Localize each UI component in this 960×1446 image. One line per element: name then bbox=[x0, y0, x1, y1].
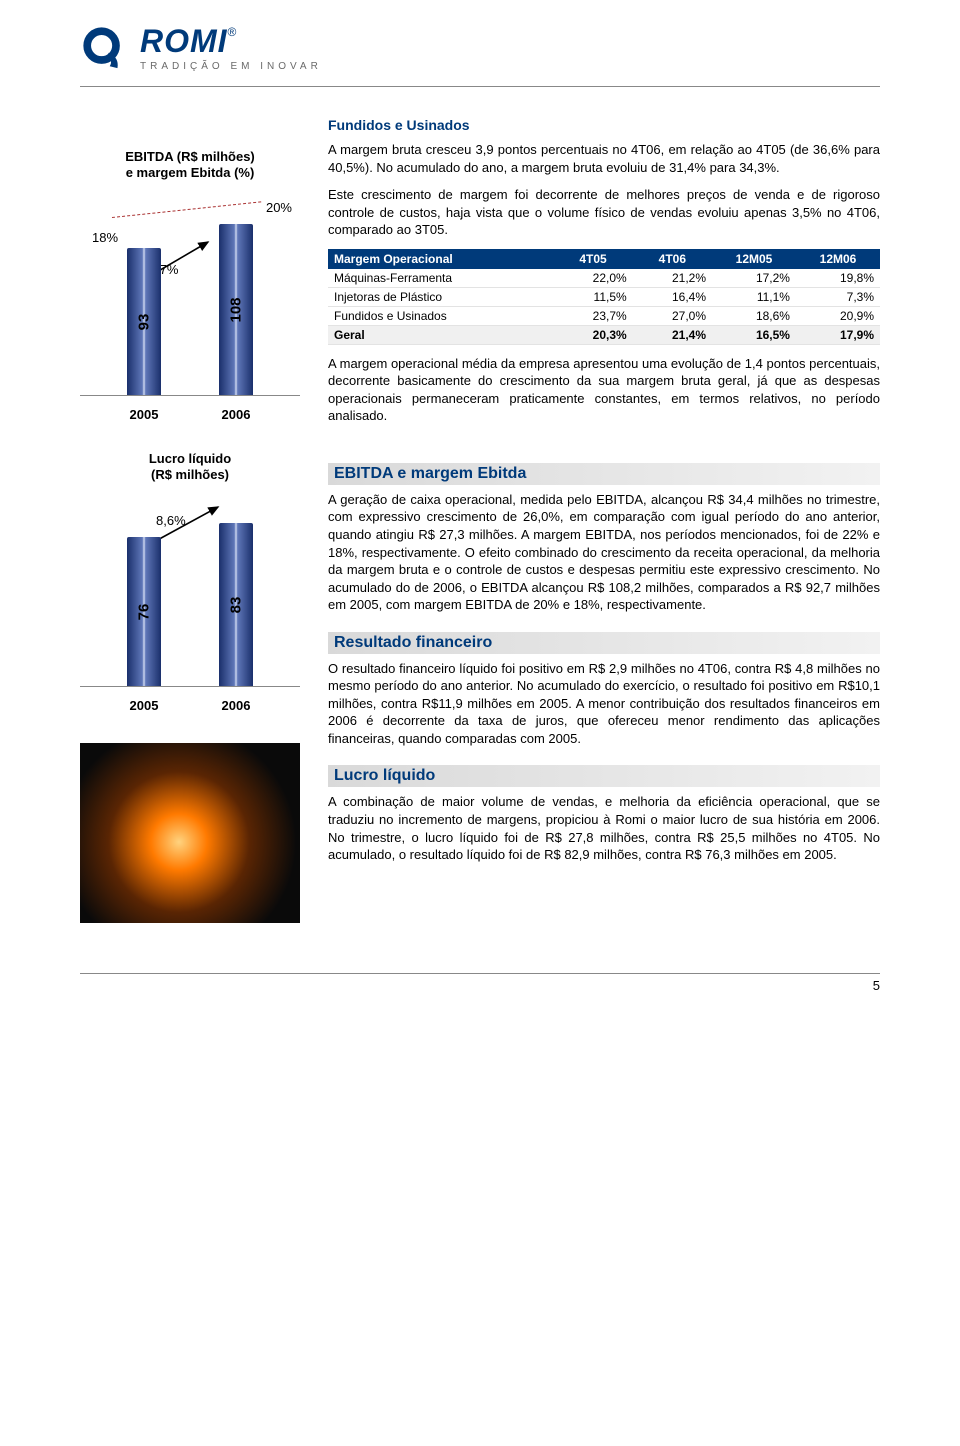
chart1-title-line2: e margem Ebitda (%) bbox=[126, 165, 255, 180]
chart1-bar-2005: 93 bbox=[127, 248, 161, 396]
table-header-cell: 12M06 bbox=[796, 249, 880, 269]
chart2-bar-2005: 76 bbox=[127, 537, 161, 687]
table-row: Injetoras de Plástico11,5%16,4%11,1%7,3% bbox=[328, 287, 880, 306]
table-cell: 18,6% bbox=[712, 306, 796, 325]
table-header-cell: 4T06 bbox=[633, 249, 712, 269]
table-header-cell: 12M05 bbox=[712, 249, 796, 269]
table-cell: Máquinas-Ferramenta bbox=[328, 269, 553, 288]
section2-heading: EBITDA e margem Ebitda bbox=[328, 463, 880, 485]
chart1-bar-2005-value: 93 bbox=[136, 313, 153, 330]
chart2-xlabel-2005: 2005 bbox=[130, 698, 159, 713]
chart2-title-line1: Lucro líquido bbox=[149, 451, 231, 466]
chart1-xlabel-2006: 2006 bbox=[222, 407, 251, 422]
chart2-x-axis bbox=[80, 686, 300, 687]
table-cell: 11,1% bbox=[712, 287, 796, 306]
margem-operacional-table: Margem Operacional4T054T0612M0512M06 Máq… bbox=[328, 249, 880, 345]
brand-tagline: TRADIÇÃO EM INOVAR bbox=[140, 61, 322, 72]
table-total-row: Geral20,3%21,4%16,5%17,9% bbox=[328, 325, 880, 344]
chart2-xlabel-2006: 2006 bbox=[222, 698, 251, 713]
header-divider bbox=[80, 86, 880, 87]
table-cell: 27,0% bbox=[633, 306, 712, 325]
table-cell: 20,9% bbox=[796, 306, 880, 325]
section4-paragraph: A combinação de maior volume de vendas, … bbox=[328, 793, 880, 863]
trademark-symbol: ® bbox=[228, 25, 237, 39]
table-header-cell: Margem Operacional bbox=[328, 249, 553, 269]
table-cell: 16,5% bbox=[712, 325, 796, 344]
chart1-title: EBITDA (R$ milhões) e margem Ebitda (%) bbox=[80, 149, 300, 182]
chart1-x-axis bbox=[80, 395, 300, 396]
table-cell: 17,2% bbox=[712, 269, 796, 288]
table-row: Fundidos e Usinados23,7%27,0%18,6%20,9% bbox=[328, 306, 880, 325]
table-header-cell: 4T05 bbox=[553, 249, 632, 269]
table-cell: 23,7% bbox=[553, 306, 632, 325]
table-cell: 22,0% bbox=[553, 269, 632, 288]
table-cell: 7,3% bbox=[796, 287, 880, 306]
chart1-bar-2006: 108 bbox=[219, 224, 253, 396]
table-row: Máquinas-Ferramenta22,0%21,2%17,2%19,8% bbox=[328, 269, 880, 288]
table-cell: 16,4% bbox=[633, 287, 712, 306]
chart2-bar-2006: 83 bbox=[219, 523, 253, 687]
chart1-bar-2006-value: 108 bbox=[228, 297, 245, 322]
section3-heading: Resultado financeiro bbox=[328, 632, 880, 654]
page-number: 5 bbox=[873, 978, 880, 993]
table-cell: 17,9% bbox=[796, 325, 880, 344]
page-footer: 5 bbox=[80, 973, 880, 993]
table-cell: 11,5% bbox=[553, 287, 632, 306]
brand-name: ROMI bbox=[140, 23, 228, 59]
chart2-bar-2006-value: 83 bbox=[228, 597, 245, 614]
table-cell: 19,8% bbox=[796, 269, 880, 288]
chart2-bar-2005-value: 76 bbox=[136, 604, 153, 621]
table-cell: 21,2% bbox=[633, 269, 712, 288]
lucro-liquido-chart: 8,6% 76 83 bbox=[80, 493, 300, 713]
chart2-title: Lucro líquido (R$ milhões) bbox=[80, 451, 300, 484]
table-cell: Injetoras de Plástico bbox=[328, 287, 553, 306]
page-header: ROMI® TRADIÇÃO EM INOVAR bbox=[80, 24, 880, 80]
chart2-title-line2: (R$ milhões) bbox=[151, 467, 229, 482]
section4-heading: Lucro líquido bbox=[328, 765, 880, 787]
after-table-paragraph: A margem operacional média da empresa ap… bbox=[328, 355, 880, 425]
ebitda-chart: 18% 20% +16,7% 93 108 bbox=[80, 192, 300, 422]
table-cell: 21,4% bbox=[633, 325, 712, 344]
table-cell: Geral bbox=[328, 325, 553, 344]
table-cell: 20,3% bbox=[553, 325, 632, 344]
table-cell: Fundidos e Usinados bbox=[328, 306, 553, 325]
section2-paragraph: A geração de caixa operacional, medida p… bbox=[328, 491, 880, 614]
section1-paragraph2: Este crescimento de margem foi decorrent… bbox=[328, 186, 880, 239]
chart1-xlabel-2005: 2005 bbox=[130, 407, 159, 422]
machining-photo bbox=[80, 743, 300, 923]
chart1-title-line1: EBITDA (R$ milhões) bbox=[125, 149, 255, 164]
romi-logo-icon bbox=[80, 24, 128, 72]
section3-paragraph: O resultado financeiro líquido foi posit… bbox=[328, 660, 880, 748]
section1-heading: Fundidos e Usinados bbox=[328, 117, 880, 133]
section1-paragraph1: A margem bruta cresceu 3,9 pontos percen… bbox=[328, 141, 880, 176]
